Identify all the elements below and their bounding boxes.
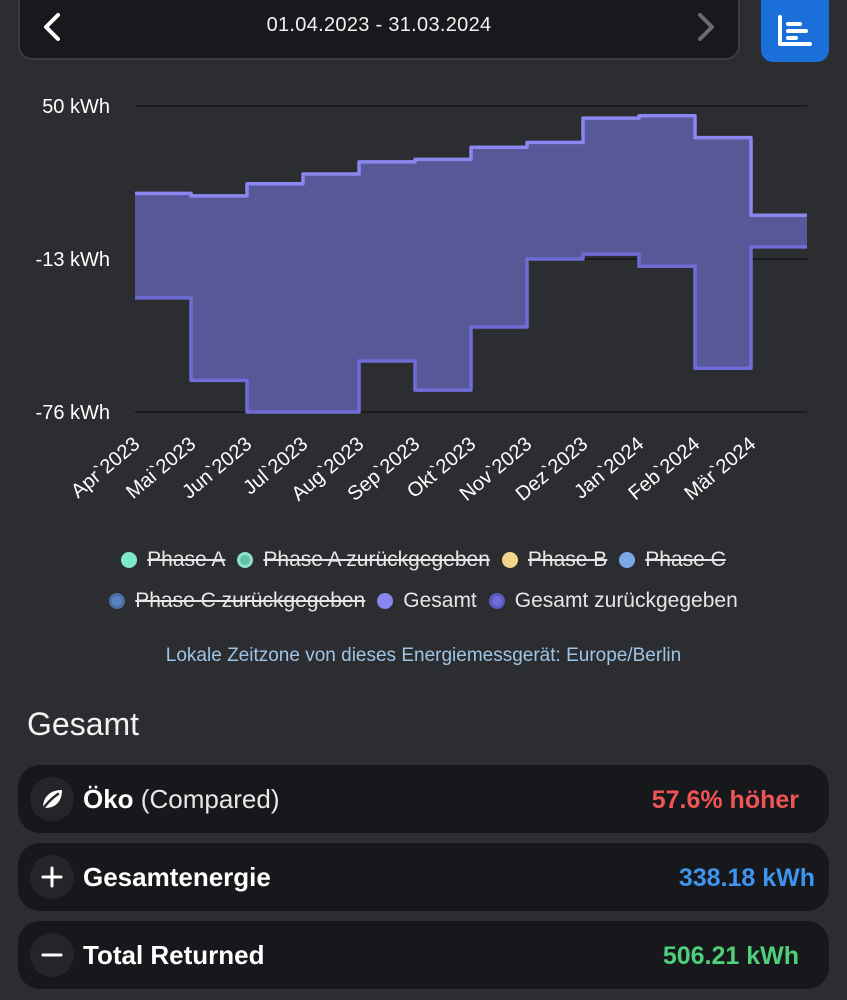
series-line-gesamt-zurueckgegeben <box>135 245 807 414</box>
legend-dot-icon <box>619 552 636 568</box>
series-line-gesamt <box>135 113 807 218</box>
legend-item[interactable]: Phase C zurückgegeben <box>109 589 365 613</box>
date-range-bar: 01.04.2023 - 31.03.2024 <box>18 0 740 60</box>
total-energy-card[interactable]: Gesamtenergie 338.18 kWh <box>18 843 829 911</box>
bar-chart-icon <box>778 15 812 46</box>
total-energy-label: Gesamtenergie <box>83 862 271 892</box>
legend-dot-icon <box>121 552 138 568</box>
date-range-label[interactable]: 01.04.2023 - 31.03.2024 <box>266 14 492 36</box>
energy-chart: 50 kWh-13 kWh-76 kWhApr`2023Mai`2023Jun`… <box>36 96 807 506</box>
next-period-button[interactable] <box>686 6 726 48</box>
legend-label: Gesamt zurückgegeben <box>514 589 738 612</box>
chart-view-toggle-button[interactable] <box>761 0 829 62</box>
legend-item[interactable]: Phase C <box>619 548 726 572</box>
legend-item[interactable]: Phase A zurückgegeben <box>237 548 490 572</box>
eco-sublabel: (Compared) <box>133 784 280 814</box>
legend-label: Phase B <box>527 548 608 571</box>
y-tick-label: -76 kWh <box>36 402 110 424</box>
plus-icon <box>41 866 63 888</box>
total-returned-label: Total Returned <box>83 940 265 970</box>
leaf-icon <box>40 790 62 812</box>
legend-dot-icon <box>488 593 505 609</box>
legend-item[interactable]: Gesamt zurückgegeben <box>488 589 738 613</box>
legend-dot-icon <box>501 552 518 568</box>
total-energy-value: 338.18 kWh <box>678 864 815 892</box>
eco-card[interactable]: Öko (Compared) 57.6% höher <box>18 765 829 833</box>
total-energy-icon-wrap <box>30 855 74 899</box>
legend-dot-icon <box>237 552 254 568</box>
timezone-note: Lokale Zeitzone von dieses Energiemessge… <box>165 645 682 666</box>
legend-dot-icon <box>109 593 126 609</box>
legend-row: Phase C zurückgegeben Gesamt Gesamt zurück… <box>0 589 847 615</box>
minus-icon <box>41 953 63 957</box>
previous-period-button[interactable] <box>32 6 72 48</box>
total-returned-card[interactable]: Total Returned 506.21 kWh <box>18 921 829 989</box>
legend-item[interactable]: Phase A <box>121 548 225 572</box>
section-title: Gesamt <box>27 706 140 742</box>
eco-label: Öko (Compared) <box>83 784 280 814</box>
eco-value: 57.6% höher <box>651 786 799 814</box>
y-tick-label: -13 kWh <box>36 249 110 271</box>
area-fill <box>135 115 807 412</box>
y-tick-label: 50 kWh <box>42 96 110 118</box>
legend-dot-icon <box>377 593 394 609</box>
legend-item[interactable]: Phase B <box>501 548 608 572</box>
legend-item[interactable]: Gesamt <box>377 589 477 613</box>
legend-label: Phase C zurückgegeben <box>135 589 366 612</box>
legend-label: Gesamt <box>403 589 477 612</box>
eco-icon-wrap <box>30 777 74 821</box>
legend-label: Phase C <box>645 548 726 571</box>
legend-row: Phase A Phase A zurückgegeben Phase B Phase… <box>0 548 847 574</box>
legend-label: Phase A <box>147 548 226 571</box>
total-returned-icon-wrap <box>30 933 74 977</box>
chevron-left-icon <box>44 13 60 41</box>
total-returned-value: 506.21 kWh <box>662 942 799 970</box>
chevron-right-icon <box>698 13 714 41</box>
legend-label: Phase A zurückgegeben <box>263 548 490 571</box>
